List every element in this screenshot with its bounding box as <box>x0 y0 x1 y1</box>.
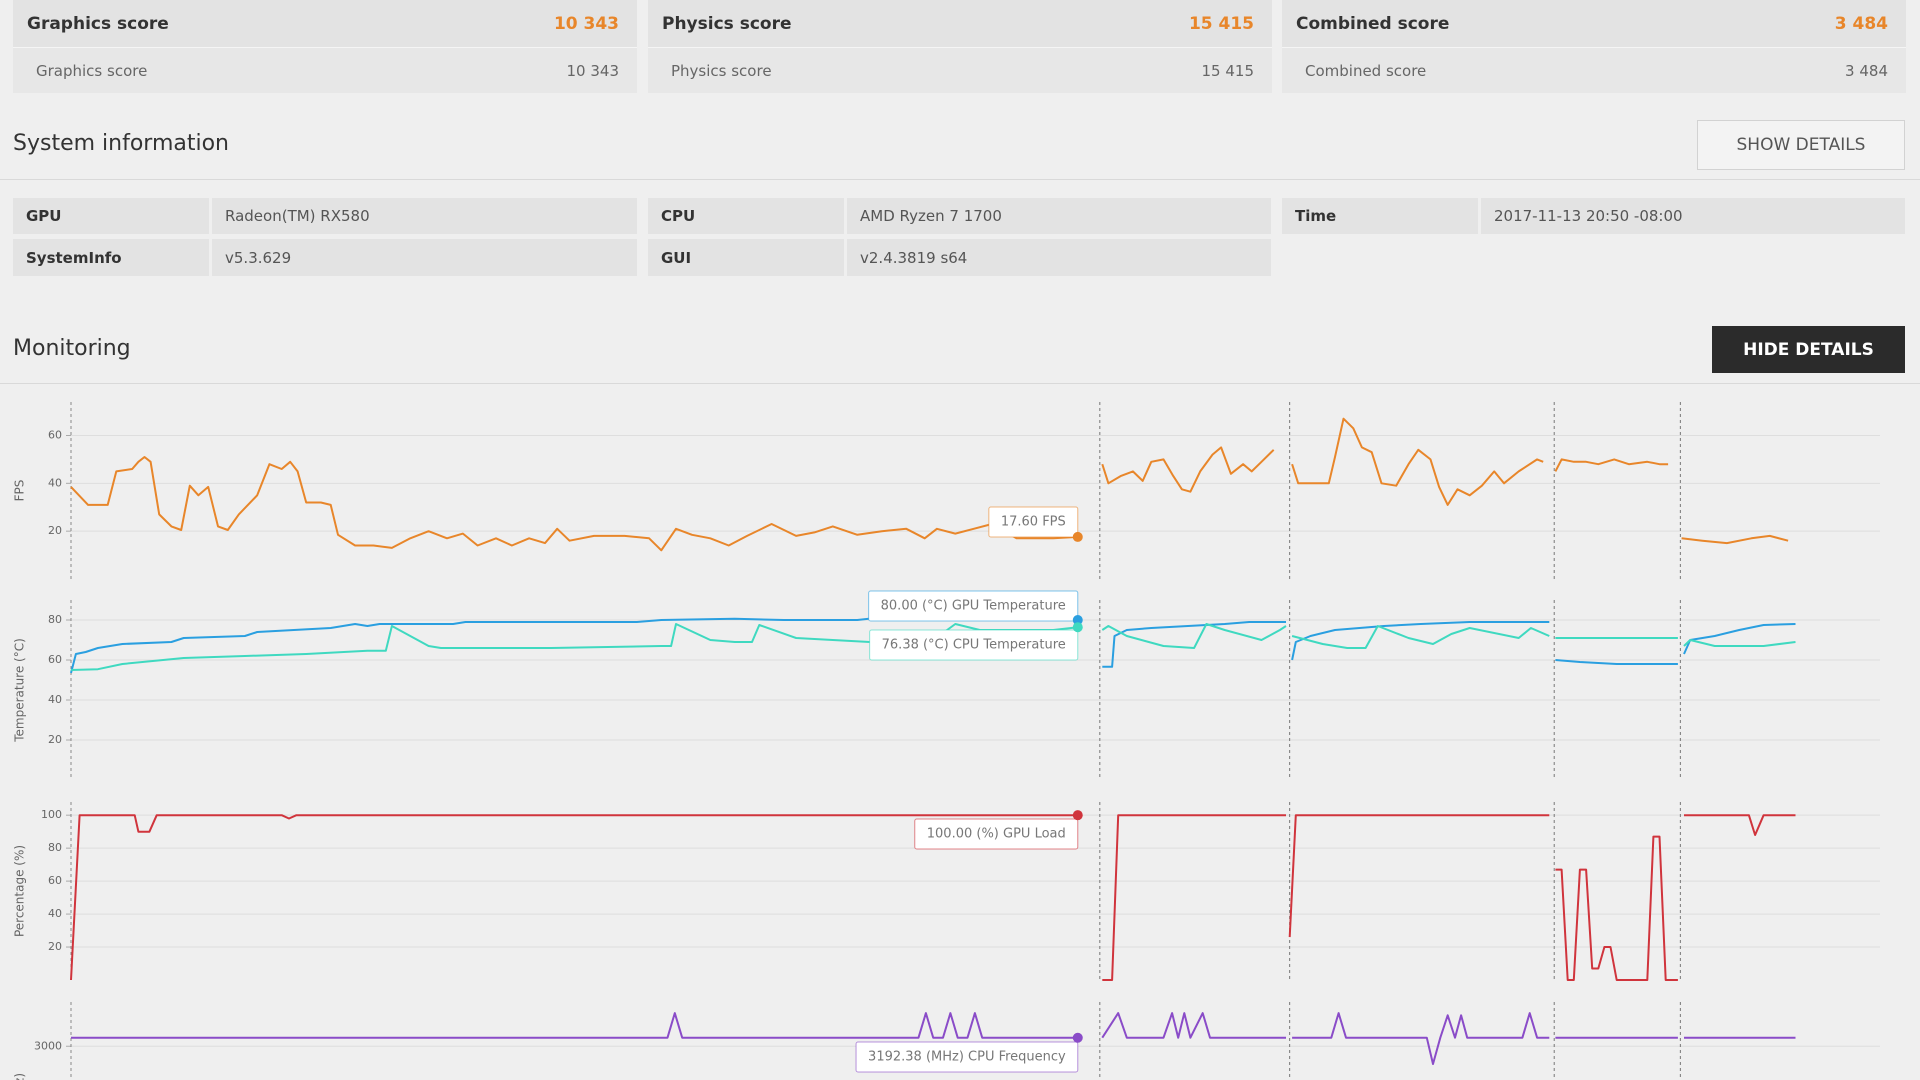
tooltip-text: 80.00 (°C) GPU Temperature <box>881 599 1066 614</box>
score-title: Physics score <box>662 13 792 34</box>
tooltip-text: 3192.38 (MHz) CPU Frequency <box>868 1050 1066 1065</box>
series-line <box>71 1012 1796 1065</box>
info-value: v5.3.629 <box>212 239 637 276</box>
info-value: AMD Ryzen 7 1700 <box>847 198 1271 234</box>
y-axis-label: Percentage (%) <box>13 845 27 937</box>
score-title: Combined score <box>1296 13 1450 34</box>
series-line <box>70 417 1789 552</box>
section-title: System information <box>13 131 230 156</box>
tooltip-box <box>868 590 1079 622</box>
score-card: Physics score 15 415 Physics score 15 415 <box>648 0 1272 93</box>
info-label: Time <box>1282 198 1478 234</box>
y-tick-label: 60 <box>48 428 62 441</box>
data-point <box>1072 615 1083 625</box>
y-tick-label: 20 <box>48 940 62 953</box>
tooltip-box <box>855 1041 1079 1073</box>
data-point <box>1072 1032 1083 1043</box>
score-card: Combined score 3 484 Combined score 3 484 <box>1282 0 1906 93</box>
y-tick-label: 20 <box>48 733 62 746</box>
y-tick-label: 40 <box>48 693 62 706</box>
series-line <box>70 814 1796 981</box>
info-label: GPU <box>13 198 209 234</box>
y-tick-label: 100 <box>41 808 62 821</box>
show-details-button[interactable]: SHOW DETAILS <box>1697 120 1905 170</box>
tooltip-box <box>914 818 1079 850</box>
y-axis-label: Temperature (°C) <box>13 638 27 743</box>
y-tick-label: 20 <box>48 524 62 537</box>
info-value: 2017-11-13 20:50 -08:00 <box>1481 198 1905 234</box>
score-value: 15 415 <box>1188 13 1254 34</box>
info-value: Radeon(TM) RX580 <box>212 198 637 234</box>
y-axis-label: FPS <box>13 480 27 502</box>
y-tick-label: 40 <box>48 476 62 489</box>
series-line <box>70 623 1796 671</box>
score-title: Graphics score <box>27 13 169 34</box>
series-line <box>70 617 1796 674</box>
tooltip-box <box>988 506 1079 538</box>
section-title: Monitoring <box>13 336 131 361</box>
score-detail-value: 10 343 <box>566 61 620 80</box>
info-label: GUI <box>648 239 844 276</box>
y-tick-label: 40 <box>48 907 62 920</box>
data-point <box>1072 810 1083 821</box>
y-tick-label: 60 <box>48 653 62 666</box>
divider <box>0 179 1920 180</box>
info-value: v2.4.3819 s64 <box>847 239 1271 276</box>
y-tick-label: 80 <box>48 841 62 854</box>
score-detail-value: 15 415 <box>1201 61 1255 80</box>
hide-details-button[interactable]: HIDE DETAILS <box>1712 326 1905 373</box>
score-detail-label: Physics score <box>671 61 772 80</box>
score-detail-label: Combined score <box>1305 61 1427 80</box>
tooltip-text: 17.60 FPS <box>1001 515 1066 530</box>
score-detail-label: Graphics score <box>36 61 148 80</box>
data-point <box>1072 622 1083 633</box>
score-value: 10 343 <box>553 13 619 34</box>
tooltip-text: 76.38 (°C) CPU Temperature <box>882 638 1066 653</box>
info-label: CPU <box>648 198 844 234</box>
score-value: 3 484 <box>1834 13 1888 34</box>
score-detail-value: 3 484 <box>1845 61 1888 80</box>
y-axis-label: (MHz) <box>13 1073 27 1080</box>
data-point <box>1072 531 1083 542</box>
y-tick-label: 3000 <box>34 1039 62 1052</box>
info-label: SystemInfo <box>13 239 209 276</box>
tooltip-box <box>869 629 1079 661</box>
y-tick-label: 80 <box>48 613 62 626</box>
tooltip-text: 100.00 (%) GPU Load <box>927 827 1066 842</box>
divider <box>0 383 1920 384</box>
y-tick-label: 60 <box>48 874 62 887</box>
score-card: Graphics score 10 343 Graphics score 10 34… <box>13 0 637 93</box>
